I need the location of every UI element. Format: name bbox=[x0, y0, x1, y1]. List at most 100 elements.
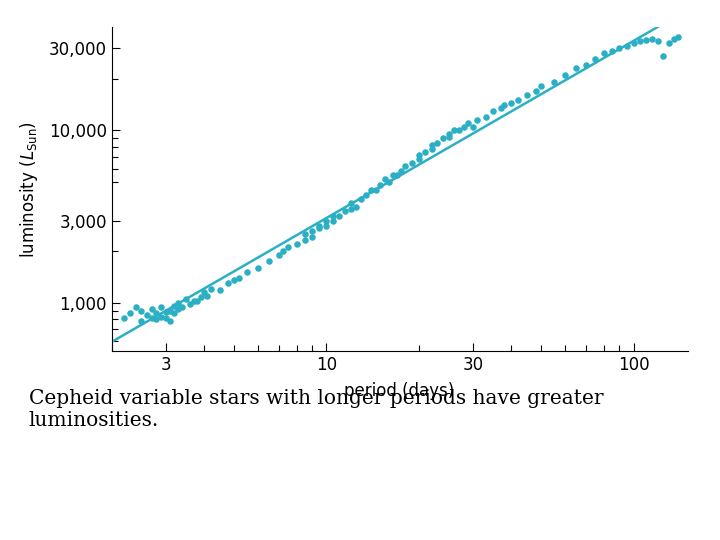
Point bbox=[356, 194, 367, 203]
Point bbox=[413, 155, 425, 164]
Point bbox=[160, 313, 171, 322]
Point bbox=[130, 302, 142, 311]
Point bbox=[395, 167, 407, 176]
Point bbox=[327, 211, 338, 220]
Point bbox=[613, 44, 625, 52]
Point bbox=[580, 60, 592, 69]
Point bbox=[672, 32, 684, 41]
Point bbox=[379, 175, 390, 184]
Point bbox=[495, 104, 507, 112]
Point bbox=[570, 64, 582, 72]
Point bbox=[146, 305, 158, 313]
Point bbox=[320, 221, 332, 230]
Point bbox=[443, 132, 454, 141]
Point bbox=[146, 313, 158, 322]
Point bbox=[530, 86, 541, 95]
Point bbox=[628, 39, 639, 48]
Point bbox=[392, 171, 403, 179]
Point bbox=[370, 186, 382, 194]
Point bbox=[487, 106, 499, 115]
Point bbox=[320, 216, 332, 225]
Point bbox=[458, 123, 469, 131]
Point bbox=[413, 151, 425, 159]
Point bbox=[282, 243, 294, 252]
Point bbox=[339, 207, 351, 215]
Point bbox=[299, 236, 310, 245]
Point bbox=[119, 313, 130, 322]
Point bbox=[173, 299, 184, 307]
Point bbox=[141, 310, 153, 319]
Point bbox=[273, 251, 284, 259]
Point bbox=[437, 134, 449, 143]
Point bbox=[164, 306, 176, 315]
Point bbox=[453, 126, 464, 134]
Point bbox=[345, 205, 356, 213]
Point bbox=[399, 162, 410, 171]
Point bbox=[535, 82, 546, 91]
Point bbox=[387, 171, 399, 179]
Point bbox=[176, 302, 188, 311]
Point bbox=[204, 285, 216, 293]
Point bbox=[188, 297, 199, 306]
Point bbox=[173, 305, 184, 313]
Point bbox=[366, 186, 377, 194]
Point bbox=[521, 91, 533, 99]
Point bbox=[228, 276, 240, 285]
Point bbox=[480, 112, 491, 121]
Point bbox=[307, 227, 318, 235]
Point bbox=[233, 273, 245, 282]
Point bbox=[548, 78, 559, 87]
Point bbox=[472, 116, 483, 124]
Point bbox=[505, 98, 517, 107]
Point bbox=[314, 224, 325, 233]
Point bbox=[198, 288, 210, 296]
Point bbox=[590, 55, 601, 63]
Point bbox=[333, 211, 345, 220]
Point bbox=[606, 46, 618, 55]
Point bbox=[652, 37, 664, 45]
Point bbox=[598, 49, 610, 58]
Point bbox=[621, 42, 632, 50]
Point bbox=[314, 221, 325, 230]
Point bbox=[448, 126, 459, 134]
Point bbox=[222, 279, 234, 287]
Point bbox=[150, 315, 162, 324]
Point bbox=[634, 37, 646, 45]
Point bbox=[156, 302, 167, 311]
Point bbox=[184, 300, 196, 308]
Point bbox=[164, 317, 176, 326]
Point bbox=[214, 286, 225, 295]
Point bbox=[253, 263, 264, 272]
Point bbox=[420, 147, 431, 156]
Point bbox=[202, 291, 213, 300]
Point bbox=[327, 216, 338, 225]
Point bbox=[168, 309, 180, 318]
Point bbox=[668, 35, 680, 43]
Point bbox=[432, 138, 444, 147]
Point bbox=[559, 71, 571, 79]
Point bbox=[426, 141, 437, 150]
Point bbox=[657, 52, 669, 60]
Point bbox=[195, 293, 207, 301]
Point bbox=[383, 178, 395, 187]
Point bbox=[345, 199, 356, 207]
Point bbox=[499, 101, 510, 110]
Point bbox=[663, 39, 675, 48]
Point bbox=[641, 36, 652, 44]
Point bbox=[512, 96, 523, 104]
Point bbox=[181, 295, 192, 303]
Point bbox=[125, 309, 136, 318]
Point bbox=[406, 158, 418, 167]
Point bbox=[467, 123, 479, 131]
X-axis label: period (days): period (days) bbox=[344, 382, 455, 400]
Point bbox=[307, 233, 318, 241]
Text: Cepheid variable stars with longer periods have greater
luminosities.: Cepheid variable stars with longer perio… bbox=[29, 389, 603, 430]
Point bbox=[351, 202, 362, 211]
Point bbox=[443, 130, 454, 139]
Point bbox=[135, 317, 147, 326]
Point bbox=[150, 309, 162, 318]
Y-axis label: luminosity ($L_\mathrm{Sun}$): luminosity ($L_\mathrm{Sun}$) bbox=[19, 120, 40, 258]
Point bbox=[374, 181, 386, 190]
Point bbox=[463, 119, 474, 127]
Point bbox=[160, 308, 171, 316]
